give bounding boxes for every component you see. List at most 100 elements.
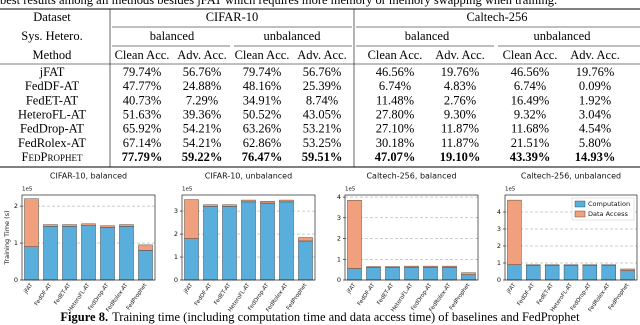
table-cell: 30.18% [376,136,415,150]
header-cell: Caltech-256 [466,10,527,24]
y-tick-label: 0 [497,276,501,284]
bar-segment [563,265,579,281]
x-tick-label: FedDF-AT [34,282,54,307]
x-tick-label: FedET-AT [213,282,232,306]
table-cell: 9.30% [444,107,476,121]
table-cell: 21.51% [511,136,550,150]
table-cell: 47.07% [375,150,416,164]
bar-segment [62,226,77,281]
chart-title: Caltech-256, unbalanced [521,172,621,181]
table-cell: 56.76% [303,65,342,79]
table-cell: 59.51% [302,150,343,164]
y-tick-label: 2 [14,202,18,210]
table-cell: 0.09% [579,79,611,93]
y-tick-label: 0 [337,276,341,284]
body-text: best results among all methods besides j… [0,0,557,7]
bar-segment [544,264,560,266]
chart-title: CIFAR-10, balanced [50,172,127,181]
y-tick-label: 2 [497,242,501,250]
table-cell: 14.93% [575,150,616,164]
bar-segment [119,226,134,281]
caption-label: Figure 8. [60,310,108,324]
table-cell: 3.04% [579,107,611,121]
table-cell: 43.39% [510,150,551,164]
table-cell: 6.74% [514,79,546,93]
table-cell: 53.21% [303,122,342,136]
bar-segment [298,237,313,242]
header-cell: Adv. Acc. [435,48,485,62]
axis-offset: 1e5 [505,187,516,193]
table-cell: 1.92% [579,93,611,107]
bar-segment [24,246,39,281]
table-cell: 24.88% [183,79,222,93]
table-cell: 16.49% [511,93,550,107]
y-tick-label: 3 [497,225,501,233]
bar-segment [507,264,522,281]
y-tick-label: 3 [337,214,341,222]
table-cell: 62.86% [243,136,282,150]
bar-segment [366,267,381,281]
legend-label: Data Access [588,210,628,218]
plot-frame [504,194,638,281]
y-tick-label: 3 [174,207,178,215]
bar-segment [100,225,115,228]
bar-segment [544,265,560,281]
bar-segment [404,265,419,268]
bar-segment [423,265,438,268]
axis-offset: 1e5 [182,187,193,193]
table-cell: 54.21% [183,136,222,150]
table-cell: 19.10% [440,150,481,164]
table-cell: 47.77% [123,79,162,93]
bar-segment [81,225,96,281]
bar-segment [582,264,598,266]
x-tick-label: FedET-AT [376,282,395,306]
table-cell: 65.92% [123,122,162,136]
table-cell: 27.80% [376,107,415,121]
bar-segment [203,204,218,207]
table-cell: 11.48% [376,93,414,107]
bar-segment [279,199,294,203]
table-cell: FedDF-AT [25,79,80,93]
legend-label: Computation [588,200,630,208]
bar-segment [184,199,199,239]
bar-segment [526,265,541,281]
table-cell: 11.68% [511,122,549,136]
bar-segment [442,266,457,281]
bar-segment [184,238,199,281]
table-cell: FedDrop-AT [20,122,84,136]
table-cell: 4.83% [444,79,476,93]
table-cell: 34.91% [243,93,282,107]
table-cell: 48.16% [243,79,282,93]
bar-segment [620,268,635,271]
header-cell: CIFAR-10 [206,10,259,24]
bar-segment [279,201,294,281]
bar-segment [203,206,218,281]
header-cell: Clean Acc. [235,48,290,62]
table-cell: 11.87% [441,136,479,150]
bar-segment [366,266,381,268]
bar-segment [582,265,598,281]
chart-title: CIFAR-10, unbalanced [205,172,292,181]
bar-segment [404,266,419,281]
y-tick-label: 0 [174,276,178,284]
x-tick-label: FedET-AT [536,282,555,306]
table-cell: HeteroFL-AT [18,107,86,121]
bar-segment [260,201,275,204]
bar-segment [222,204,237,207]
bar-segment [138,250,153,281]
bar-segment [260,202,275,281]
bar-segment [62,224,77,227]
axis-offset: 1e5 [22,187,33,193]
table-cell: 7.29% [186,93,218,107]
x-tick-label: jFAT [506,282,518,296]
x-tick-label: jFAT [346,282,358,296]
table-cell: 46.56% [511,65,550,79]
table-cell: 53.25% [303,136,342,150]
bar-segment [298,240,313,281]
bar-segment [563,264,579,266]
table-cell: FedProphet [22,150,83,164]
y-axis-label: Training Time (s) [3,210,11,265]
table-cell: 67.14% [123,136,162,150]
header-cell: unbalanced [264,29,322,43]
